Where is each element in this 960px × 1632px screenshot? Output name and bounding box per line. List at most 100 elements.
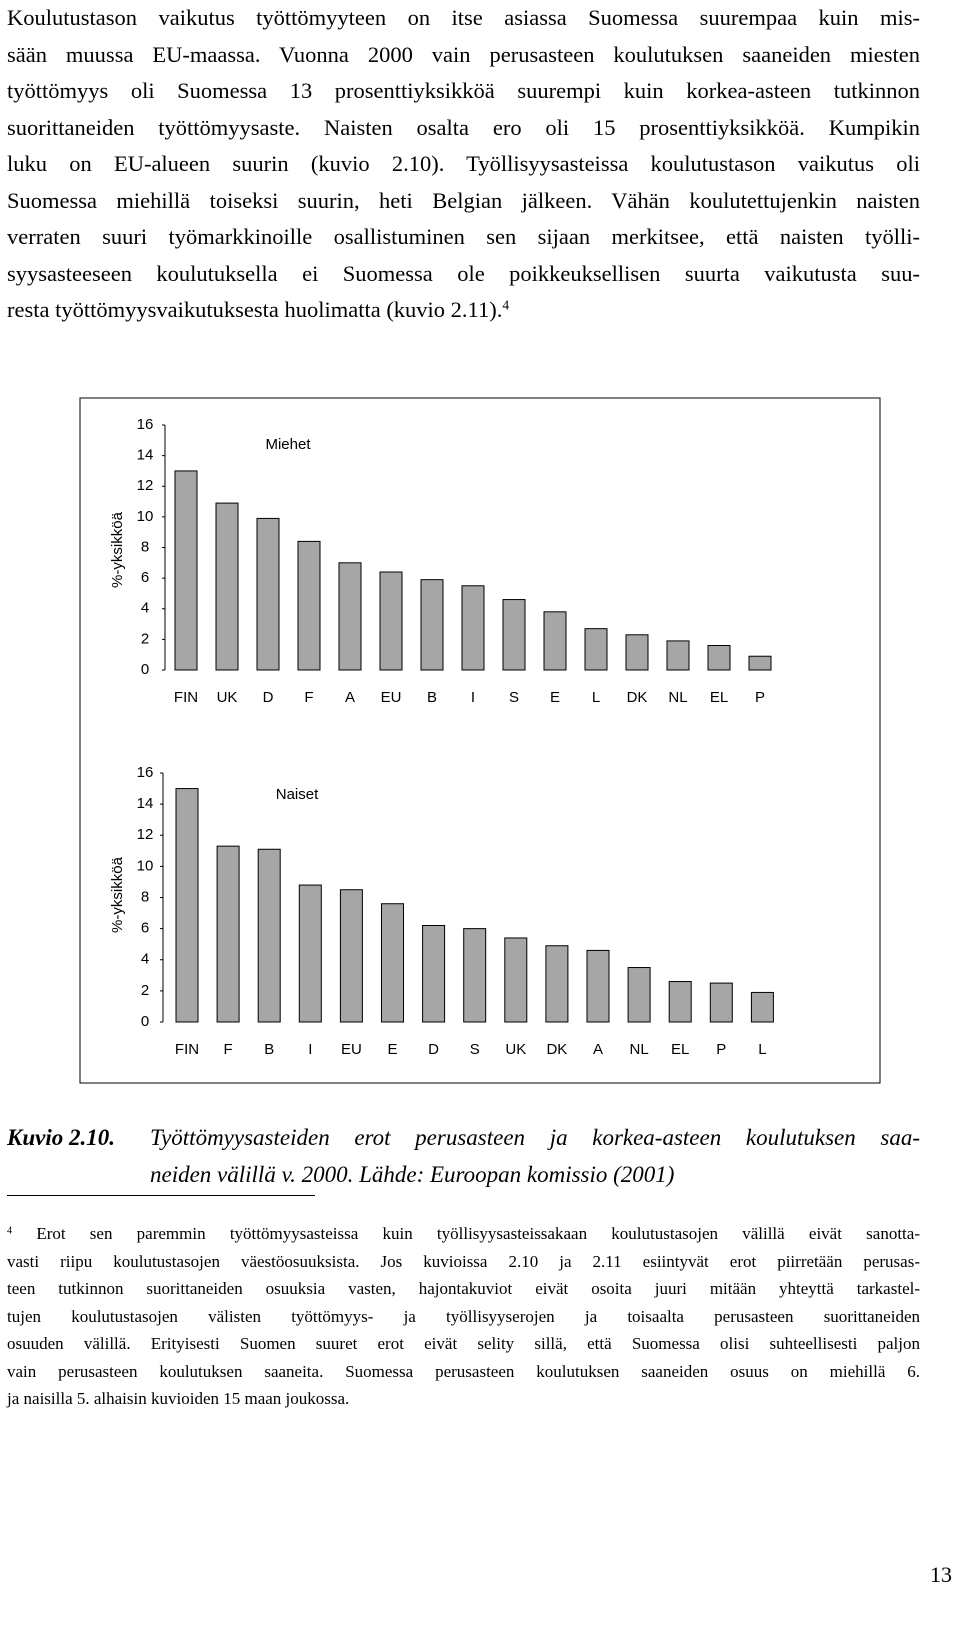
- bar: [338, 562, 362, 671]
- bar: [381, 903, 404, 1023]
- x-tick-label: A: [345, 689, 355, 706]
- y-tick-label: 0: [141, 661, 149, 678]
- footnote-span: Erot sen paremmin työttömyysasteissa kui…: [36, 1224, 920, 1243]
- text-span: resta työttömyysvaikutuksesta huolimatta…: [7, 297, 503, 322]
- bar: [339, 889, 363, 1023]
- bar: [748, 655, 772, 671]
- x-tick-label: E: [550, 689, 560, 706]
- x-tick-label: S: [509, 689, 519, 706]
- text-span: verraten suuri työmarkkinoille osallistu…: [7, 224, 920, 249]
- text-line: verraten suuri työmarkkinoille osallistu…: [7, 219, 920, 255]
- x-tick-label: D: [263, 689, 274, 706]
- text-line: suorittaneiden työttömyysaste. Naisten o…: [7, 110, 920, 146]
- text-span: luku on EU-alueen suurin (kuvio 2.10). T…: [7, 151, 920, 176]
- y-tick-label: 14: [137, 447, 154, 464]
- x-tick-label: F: [224, 1041, 233, 1058]
- x-tick-label: DK: [546, 1041, 567, 1058]
- y-tick-label: 4: [141, 951, 149, 968]
- x-tick-label: L: [592, 689, 600, 706]
- bar: [461, 585, 485, 671]
- bar: [666, 640, 690, 671]
- x-tick-label: F: [304, 689, 313, 706]
- bar: [216, 845, 240, 1023]
- bar: [298, 884, 322, 1023]
- text-line: Koulutustason vaikutus työttömyyteen on …: [7, 0, 920, 36]
- x-tick-label: A: [593, 1041, 603, 1058]
- bar: [627, 967, 651, 1023]
- x-tick-label: UK: [217, 689, 238, 706]
- bar: [625, 634, 649, 671]
- figure: 0 2 4 6 8 10 12 14 16 Miehet %-yksikköä FIN UK D F A EU B…: [79, 397, 881, 1084]
- y-tick-label: 16: [137, 416, 154, 433]
- footnote-rule: [7, 1195, 315, 1196]
- y-tick-label: 10: [137, 508, 154, 525]
- x-tick-label: FIN: [174, 689, 198, 706]
- x-tick-label: UK: [505, 1041, 526, 1058]
- text-span: sään muussa EU-maassa. Vuonna 2000 vain …: [7, 41, 920, 67]
- y-tick-label: 0: [141, 1013, 149, 1030]
- bar: [584, 628, 608, 671]
- y-tick-label: 6: [141, 569, 149, 586]
- y-axis-label: %-yksikköä: [109, 856, 126, 933]
- text-span: työttömyys oli Suomessa 13 prosenttiyksi…: [7, 78, 920, 103]
- footnote-line: 4 Erot sen paremmin työttömyysasteissa k…: [7, 1220, 920, 1247]
- x-tick-label: FIN: [175, 1041, 199, 1058]
- caption-label: Kuvio 2.10.: [7, 1125, 115, 1150]
- bar: [215, 502, 239, 671]
- x-tick-label: EL: [710, 689, 728, 706]
- footnote-span: osuuden välillä. Erityisesti Suomen suur…: [7, 1334, 920, 1353]
- caption-line: Työttömyysasteiden erot perusasteen ja k…: [150, 1125, 920, 1150]
- y-tick-label: 14: [137, 795, 154, 812]
- x-tick-label: B: [427, 689, 437, 706]
- footnote-marker: 4: [7, 1225, 13, 1237]
- footnote-line: vain perusasteen koulutuksen saaneita. S…: [7, 1358, 920, 1385]
- y-tick-label: 12: [137, 477, 154, 494]
- bar: [543, 611, 567, 671]
- text-line: sään muussa EU-maassa. Vuonna 2000 vain …: [7, 37, 920, 73]
- footnote-span: vain perusasteen koulutuksen saaneita. S…: [7, 1361, 920, 1381]
- page-number: 13: [930, 1562, 952, 1587]
- bar: [504, 937, 528, 1023]
- bar: [422, 925, 446, 1023]
- text-line: syysasteeseen koulutuksella ei Suomessa …: [7, 256, 920, 292]
- x-tick-label: D: [428, 1041, 439, 1058]
- y-tick-label: 8: [141, 538, 149, 555]
- footnote-line: vasti riipu koulutustasojen väestöosuuks…: [7, 1248, 920, 1275]
- x-tick-label: I: [308, 1041, 312, 1058]
- footnote-span: teen tutkinnon suorittaneiden osuuksia v…: [7, 1279, 920, 1298]
- text-span: Koulutustason vaikutus työttömyyteen on …: [7, 5, 920, 30]
- x-tick-label: I: [471, 689, 475, 706]
- y-tick-label: 12: [137, 826, 154, 843]
- footnote-span: ja naisilla 5. alhaisin kuvioiden 15 maa…: [7, 1389, 350, 1408]
- bar: [379, 571, 403, 671]
- x-tick-label: NL: [630, 1041, 649, 1058]
- footnote-line: teen tutkinnon suorittaneiden osuuksia v…: [7, 1275, 920, 1302]
- chart-title: Naiset: [276, 786, 319, 803]
- bar: [463, 928, 487, 1023]
- y-tick-label: 8: [141, 888, 149, 905]
- bar: [502, 599, 526, 671]
- x-tick-label: E: [387, 1041, 397, 1058]
- x-tick-label: P: [755, 689, 765, 706]
- y-tick-label: 6: [141, 920, 149, 937]
- y-tick-label: 2: [141, 630, 149, 647]
- bar: [175, 788, 199, 1023]
- bar: [707, 645, 731, 671]
- bar: [256, 517, 280, 671]
- y-axis-label: %-yksikköä: [109, 511, 126, 588]
- bar: [174, 470, 198, 671]
- text-span: syysasteeseen koulutuksella ei Suomessa …: [7, 260, 920, 286]
- y-tick-label: 2: [141, 982, 149, 999]
- x-tick-label: EU: [341, 1041, 362, 1058]
- footnote-line: tujen koulutustasojen välisten työttömyy…: [7, 1303, 920, 1330]
- bar: [545, 945, 569, 1023]
- text-line: resta työttömyysvaikutuksesta huolimatta…: [7, 292, 920, 328]
- y-tick-label: 4: [141, 600, 149, 617]
- footnote-line: osuuden välillä. Erityisesti Suomen suur…: [7, 1330, 920, 1357]
- text-line: Suomessa miehillä toiseksi suurin, heti …: [7, 183, 920, 219]
- footnote-line: ja naisilla 5. alhaisin kuvioiden 15 maa…: [7, 1385, 920, 1412]
- footnote-ref: 4: [502, 297, 510, 313]
- caption-line: neiden välillä v. 2000. Lähde: Euroopan …: [150, 1162, 675, 1187]
- bar: [750, 991, 774, 1023]
